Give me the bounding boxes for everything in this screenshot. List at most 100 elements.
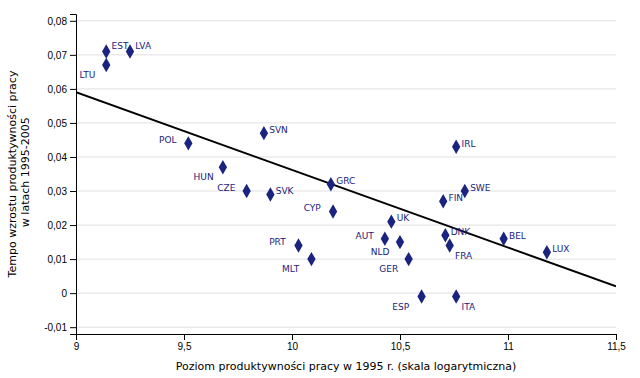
point-label: GER [379, 264, 398, 274]
tick-label: 0,01 [48, 254, 68, 265]
point-label: LTU [80, 70, 96, 80]
tick-label: 0,03 [48, 186, 68, 197]
tick-mark [70, 191, 76, 192]
point-label: LVA [135, 41, 152, 51]
tick: 11,5 [607, 334, 626, 352]
tick-label: 9 [74, 341, 80, 352]
grid-line [76, 191, 616, 192]
tick-label: 10 [287, 341, 299, 352]
point [102, 58, 110, 72]
tick: 10 [287, 334, 299, 352]
point [219, 160, 227, 174]
point-label: BEL [509, 231, 526, 241]
y-axis-title-line: w latach 1995-2005 [19, 117, 32, 230]
point-labels: ESTLVALTUPOLSVNHUNCZESVKGRCCYPPRTMLTAUTN… [80, 41, 570, 312]
point [102, 44, 110, 58]
point [417, 289, 425, 303]
point-label: CYP [304, 203, 322, 213]
point [260, 126, 268, 140]
tick-mark [70, 123, 76, 124]
tick-mark [400, 334, 401, 340]
tick: 0,02 [48, 220, 76, 231]
point [452, 140, 460, 154]
point [381, 231, 389, 245]
y-axis-title: Tempo wzrostu produktywności pracy w lat… [6, 70, 32, 278]
point [439, 194, 447, 208]
grid-line [76, 327, 616, 328]
tick: 0,08 [48, 16, 76, 27]
tick-label: 0,06 [48, 84, 68, 95]
point-label: FRA [455, 251, 473, 261]
point [242, 184, 250, 198]
tick-mark [70, 327, 76, 328]
point-label: LUX [552, 244, 569, 254]
point-label: EST [112, 41, 129, 51]
point-label: SVN [269, 125, 288, 135]
tick-mark [508, 334, 509, 340]
point [307, 252, 315, 266]
tick: 0 [61, 288, 76, 299]
tick-mark [184, 334, 185, 340]
grid-line [76, 259, 616, 260]
tick-label: 0,02 [48, 220, 68, 231]
point-label: UK [397, 213, 411, 223]
grid-line [76, 225, 616, 226]
point [452, 289, 460, 303]
tick-label: -0,01 [44, 322, 67, 333]
trend-line [76, 92, 616, 286]
tick-mark [70, 293, 76, 294]
point-label: NLD [371, 247, 390, 257]
plot: 99,51010,51111,5-0,0100,010,020,030,040,… [44, 15, 626, 353]
tick-mark [292, 334, 293, 340]
grid-line [76, 54, 616, 55]
point [329, 204, 337, 218]
marks [76, 44, 616, 304]
point-label: HUN [194, 172, 214, 182]
point [184, 136, 192, 150]
y-axis-title-line: Tempo wzrostu produktywności pracy [6, 70, 19, 278]
point-label: DNK [451, 227, 472, 237]
tick-mark [70, 21, 76, 22]
point [441, 228, 449, 242]
tick: -0,01 [44, 322, 76, 333]
tick: 0,03 [48, 186, 76, 197]
tick-mark [70, 89, 76, 90]
point-label: SWE [470, 183, 491, 193]
tick-mark [70, 157, 76, 158]
point [387, 214, 395, 228]
point [543, 245, 551, 259]
x-axis: 99,51010,51111,5 [74, 334, 627, 352]
tick-mark [70, 225, 76, 226]
tick-mark [70, 259, 76, 260]
tick-label: 0,04 [48, 152, 68, 163]
tick-label: 9,5 [178, 341, 192, 352]
tick: 9,5 [178, 334, 192, 352]
tick: 9 [74, 334, 80, 352]
tick: 0,06 [48, 84, 76, 95]
x-axis-title: Poziom produktywności pracy w 1995 r. (s… [176, 360, 516, 373]
tick-label: 11 [503, 341, 514, 352]
point-label: GRC [336, 176, 355, 186]
point [404, 252, 412, 266]
point [446, 238, 454, 252]
point-label: FIN [449, 193, 464, 203]
axis-line [77, 335, 617, 341]
point [294, 238, 302, 252]
tick: 0,07 [48, 50, 76, 61]
grid-line [76, 20, 616, 21]
tick: 11 [503, 334, 514, 352]
point-label: CZE [217, 183, 235, 193]
point-label: MLT [282, 264, 300, 274]
tick: 0,01 [48, 254, 76, 265]
y-axis: -0,01 0 0,01 0,02 0,03 0,04 0,05 0,06 0,07 0,08 [44, 15, 76, 335]
grid-line [76, 88, 616, 89]
tick-label: 0,05 [48, 118, 68, 129]
point [396, 235, 404, 249]
point-label: ITA [461, 302, 475, 312]
tick: 0,04 [48, 152, 76, 163]
tick-label: 11,5 [607, 341, 626, 352]
tick-label: 0,08 [48, 16, 68, 27]
point-label: SVK [276, 186, 295, 196]
grid-line [76, 122, 616, 123]
chart: 99,51010,51111,5-0,0100,010,020,030,040,… [0, 0, 640, 378]
